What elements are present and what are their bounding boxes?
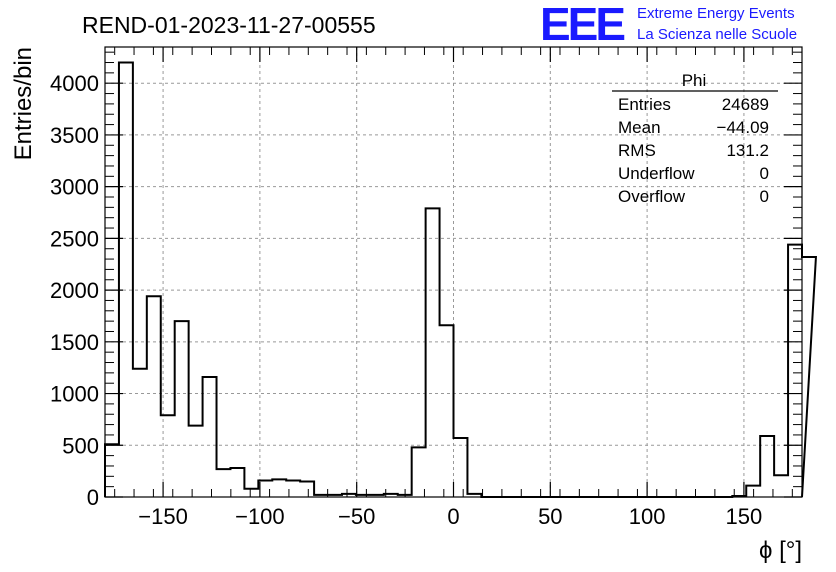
histogram-bin [244,489,258,497]
stats-entries-value: 24689 [722,95,769,114]
y-tick-label: 0 [87,485,99,510]
eee-logo-line1: Extreme Energy Events [637,5,795,22]
histogram-bin [217,469,231,497]
stats-mean-label: Mean [618,118,661,137]
y-tick-label: 500 [62,433,99,458]
histogram-bin [760,436,774,497]
x-tick-label: −50 [338,504,375,529]
histogram-bin [175,321,189,497]
histogram-series [104,61,817,498]
histogram-bin [272,479,286,497]
histogram-bin [189,426,203,497]
minor-ticks [105,47,802,497]
stats-rms-value: 131.2 [726,141,769,160]
histogram-bin [203,377,217,497]
histogram-bin [147,296,161,497]
y-axis-title: Entries/bin [10,47,37,160]
histogram-bin [119,63,133,497]
histogram-bin [788,245,802,497]
histogram-bin [440,325,454,497]
stats-box: Phi Entries 24689 Mean −44.09 RMS 131.2 … [612,71,778,206]
stats-rms-label: RMS [618,141,656,160]
stats-underflow-value: 0 [760,164,769,183]
y-tick-label: 4000 [50,71,99,96]
y-axis-ticks: 0 500 1000 1500 2000 2500 3000 3500 4000 [50,71,802,510]
y-tick-label: 2500 [50,226,99,251]
histogram-bin [412,447,426,497]
y-tick-label: 3000 [50,175,99,200]
y-tick-label: 1000 [50,382,99,407]
chart-title: REND-01-2023-11-27-00555 [82,12,376,38]
x-tick-label: −100 [235,504,285,529]
eee-logo-line2: La Scienza nelle Scuole [637,26,797,43]
histogram-bin [300,481,314,497]
y-tick-label: 1500 [50,330,99,355]
histogram-bin [746,486,760,497]
stats-mean-value: −44.09 [717,118,769,137]
x-tick-label: −150 [138,504,188,529]
x-tick-label: 100 [629,504,666,529]
y-tick-label: 2000 [50,278,99,303]
x-axis-title: ϕ [°] [759,537,802,564]
histogram-bin [426,208,440,497]
x-tick-label: 50 [538,504,562,529]
x-tick-label: 0 [447,504,459,529]
stats-underflow-label: Underflow [618,164,695,183]
histogram-bin [454,438,468,497]
x-tick-label: 150 [726,504,763,529]
eee-logo-text: EEE [540,0,624,50]
x-axis-ticks: −150 −100 −50 0 50 100 150 [138,47,762,529]
histogram-bin [286,480,300,497]
histogram-bin [774,475,788,497]
stats-overflow-label: Overflow [618,187,686,206]
eee-logo: EEE Extreme Energy Events La Scienza nel… [540,0,797,50]
histogram-bin [105,444,119,497]
y-tick-label: 3500 [50,123,99,148]
histogram-bin [230,468,244,497]
stats-entries-label: Entries [618,95,671,114]
stats-overflow-value: 0 [760,187,769,206]
stats-box-title: Phi [682,71,707,90]
histogram-bin [133,369,147,497]
